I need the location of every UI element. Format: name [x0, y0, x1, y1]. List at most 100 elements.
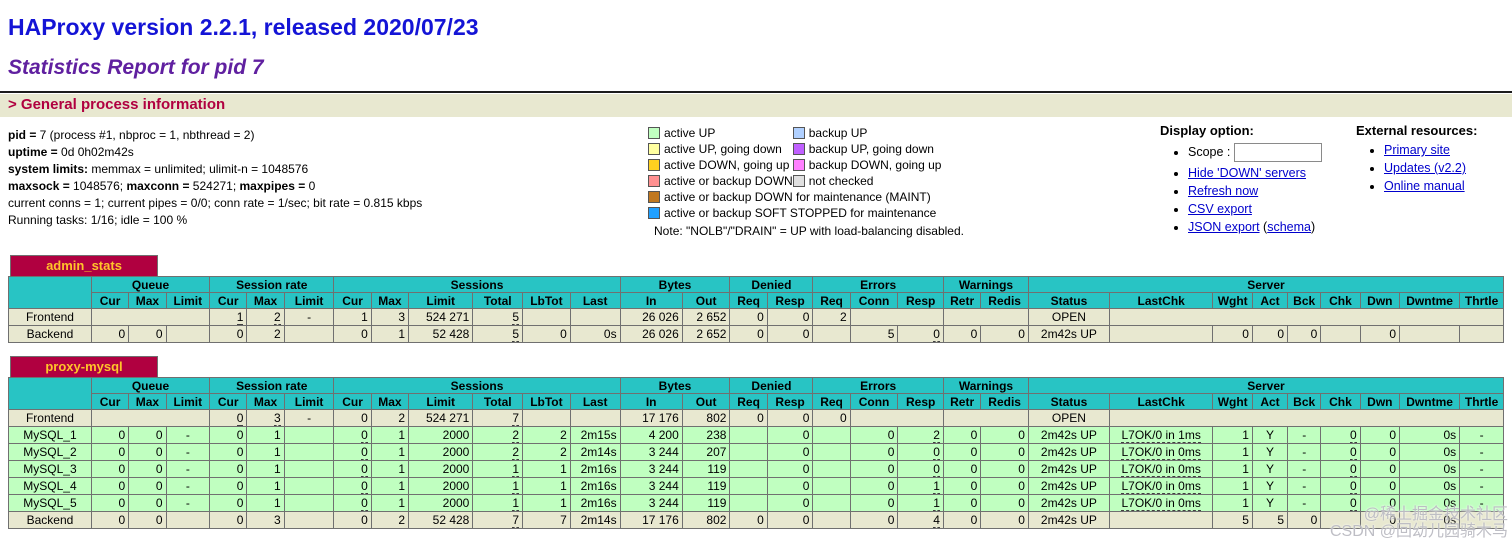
- process-info-line: Running tasks: 1/16; idle = 100 %: [8, 213, 188, 227]
- column-header: Limit: [283, 393, 335, 410]
- external-resource-link[interactable]: Online manual: [1384, 179, 1465, 193]
- column-group-header: Queue: [90, 276, 211, 293]
- column-header: Max: [128, 292, 167, 309]
- display-option-link[interactable]: Hide 'DOWN' servers: [1188, 166, 1306, 180]
- stat-cell: 0: [209, 426, 248, 444]
- stat-cell: 0: [729, 308, 768, 326]
- stat-cell: 1: [333, 308, 372, 326]
- stat-cell: 1: [370, 426, 410, 444]
- column-group-header: Denied: [729, 276, 814, 293]
- display-option-link[interactable]: Refresh now: [1188, 184, 1259, 198]
- legend-swatch: [792, 175, 805, 187]
- stat-cell: 17 176: [619, 409, 683, 427]
- display-option-link[interactable]: CSV export: [1188, 202, 1252, 216]
- stat-cell: 0: [90, 426, 130, 444]
- column-header: Max: [246, 393, 285, 410]
- display-option-link[interactable]: JSON export: [1188, 220, 1260, 234]
- stat-cell: 0: [128, 426, 167, 444]
- column-group-header: Warnings: [942, 276, 1029, 293]
- stat-cell: 7: [522, 511, 571, 529]
- stat-cell: 2000: [408, 460, 474, 478]
- stat-cell: 2: [370, 409, 410, 427]
- stat-cell: [812, 443, 851, 461]
- stat-cell: [165, 511, 211, 529]
- watermark: @稀土掘金技术社区 CSDN @回幼儿园骑木马: [1330, 506, 1508, 540]
- display-option-link[interactable]: schema: [1267, 220, 1311, 234]
- scope-input[interactable]: [1233, 143, 1322, 162]
- stat-cell: 0: [729, 511, 768, 529]
- stat-cell: 2m16s: [569, 460, 621, 478]
- stat-cell: 0: [128, 325, 167, 343]
- stat-cell: 0: [1320, 477, 1361, 495]
- stat-cell: [729, 426, 768, 444]
- column-group-header: Sessions: [333, 377, 621, 394]
- stat-cell: 0: [812, 409, 851, 427]
- stat-cell: 1: [370, 494, 410, 512]
- row-label: MySQL_3: [8, 460, 92, 478]
- stat-cell: [1108, 511, 1214, 529]
- stat-cell: 0: [128, 511, 167, 529]
- column-header: Cur: [333, 393, 372, 410]
- stat-cell: Y: [1251, 443, 1289, 461]
- stat-cell: 2m42s UP: [1027, 477, 1110, 495]
- display-option-item: JSON export (schema): [1188, 220, 1356, 234]
- status-legend: active UP backup UP active UP, going down b…: [648, 125, 970, 238]
- proxy-name-tab[interactable]: admin_stats: [10, 255, 158, 276]
- stat-cell: 0: [766, 426, 814, 444]
- proxy-name-tab[interactable]: proxy-mysql: [10, 356, 158, 377]
- process-info-line: uptime = 0d 0h02m42s: [8, 145, 134, 159]
- column-header: Wght: [1212, 292, 1253, 309]
- column-header: Max: [370, 393, 410, 410]
- stats-row-mysql_4: MySQL_4 0 0-0 1 0 1 2000 1 1 2m16s 3 244 119 0 0 1 0 0 2m…: [8, 477, 1504, 495]
- legend-item: active or backup DOWN for maintenance (M…: [648, 189, 941, 205]
- stats-row-mysql_3: MySQL_3 0 0-0 1 0 1 2000 1 1 2m16s 3 244 119 0 0 0 0 0 2m…: [8, 460, 1504, 478]
- stat-cell: 1: [472, 460, 524, 478]
- stat-cell: 3 244: [619, 477, 683, 495]
- column-header: Conn: [849, 292, 899, 309]
- column-header: Chk: [1320, 292, 1361, 309]
- column-header: Cur: [209, 393, 248, 410]
- stat-cell: 0: [90, 477, 130, 495]
- stat-cell: 3 244: [619, 460, 683, 478]
- stat-cell: 0: [333, 409, 372, 427]
- watermark-line2: CSDN @回幼儿园骑木马: [1329, 523, 1508, 540]
- column-header: Resp: [766, 393, 814, 410]
- stat-cell: -: [1287, 426, 1322, 444]
- legend-item: active UP: [648, 125, 793, 141]
- column-header: Dwntme: [1399, 393, 1461, 410]
- stat-cell: 0: [128, 443, 167, 461]
- stat-cell: 0: [333, 325, 372, 343]
- stat-cell: 2: [472, 426, 524, 444]
- external-resource-link[interactable]: Primary site: [1384, 143, 1450, 157]
- legend-swatch: [792, 127, 805, 139]
- column-header: Cur: [90, 292, 130, 309]
- process-info-line: maxsock = 1048576; maxconn = 524271; max…: [8, 179, 316, 193]
- stat-cell: 4 200: [619, 426, 683, 444]
- stat-cell: 2: [472, 443, 524, 461]
- stat-cell: 52 428: [408, 325, 474, 343]
- stats-row-frontend: Frontend 0 3-0 2 524 271 7 17 176 802 0 0 0 OPEN: [8, 409, 1505, 427]
- stat-cell: L7OK/0 in 0ms: [1108, 460, 1214, 478]
- stat-cell: [90, 308, 211, 326]
- stat-cell: [1399, 325, 1461, 343]
- column-header: Limit: [165, 292, 211, 309]
- legend-item: active or backup SOFT STOPPED for mainte…: [648, 205, 941, 221]
- stat-cell: 0: [897, 460, 944, 478]
- stat-cell: 0: [942, 426, 982, 444]
- scope-label: Scope :: [1188, 144, 1231, 159]
- stat-cell: 52 428: [408, 511, 474, 529]
- row-label: Backend: [8, 325, 92, 343]
- column-group-header: Session rate: [209, 276, 335, 293]
- stat-cell: 0: [333, 426, 372, 444]
- stat-cell: -: [165, 460, 211, 478]
- column-header: Req: [812, 292, 851, 309]
- stat-cell: 5: [1251, 511, 1289, 529]
- external-resource-link[interactable]: Updates (v2.2): [1384, 161, 1466, 175]
- stat-cell: 7: [472, 511, 524, 529]
- info-strip: pid = 7 (process #1, nbproc = 1, nbthrea…: [0, 117, 1512, 238]
- legend-swatch: [648, 143, 660, 155]
- stat-cell: [812, 511, 851, 529]
- stat-cell: 26 026: [619, 325, 683, 343]
- column-header: Bck: [1287, 393, 1322, 410]
- page-title: HAProxy version 2.2.1, released 2020/07/…: [8, 14, 479, 40]
